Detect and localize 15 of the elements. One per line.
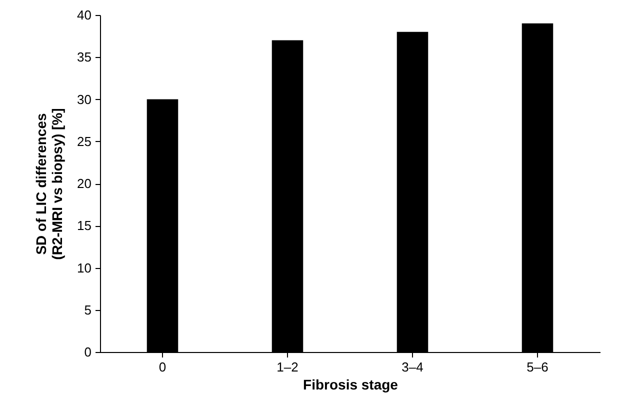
x-tick-label: 0 [158, 360, 166, 374]
x-tick-label: 5–6 [526, 360, 548, 374]
y-tick-label: 0 [84, 344, 92, 360]
y-tick-label: 10 [77, 260, 92, 276]
y-axis-title: SD of LIC differences (R2-MRI vs biopsy) [%] [33, 108, 66, 260]
x-tick-label: 3–4 [402, 360, 424, 374]
y-tick-label: 40 [77, 8, 92, 22]
y-tick-label: 20 [77, 176, 92, 191]
x-tick-label: 1–2 [276, 360, 298, 374]
y-tick-label: 25 [77, 134, 92, 149]
y-tick-label: 5 [84, 302, 92, 318]
x-axis-title: Fibrosis stage [303, 376, 398, 392]
y-tick-label: 35 [77, 50, 92, 65]
y-tick-label: 30 [77, 92, 92, 107]
y-tick-label: 15 [77, 218, 92, 234]
